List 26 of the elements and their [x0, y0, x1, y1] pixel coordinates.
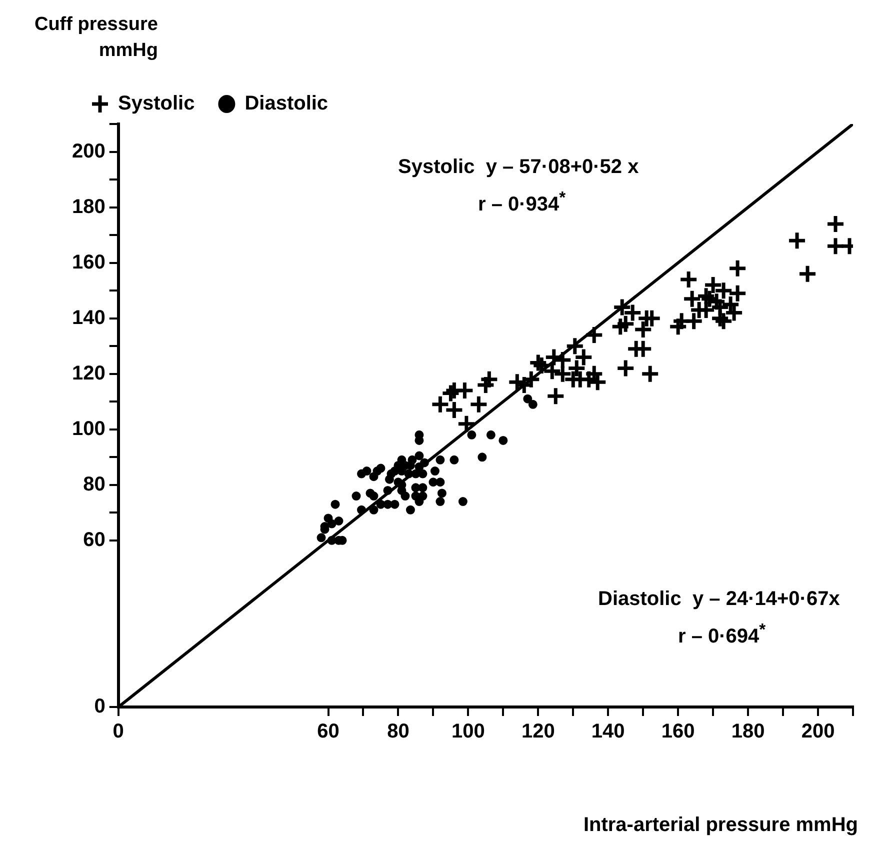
y-axis-title: Cuff pressure mmHg [33, 13, 158, 63]
x-tick-label: 0 [112, 720, 124, 743]
y-tick-label: 180 [72, 196, 106, 218]
x-tick-label: 120 [521, 720, 555, 743]
legend-label: Systolic [118, 92, 195, 115]
y-tick-label: 0 [94, 696, 106, 718]
x-tick-label: 160 [661, 720, 695, 743]
annotation: Systolic y – 57·08+0·52 x [398, 156, 639, 179]
y-tick-label: 100 [72, 418, 106, 440]
y-tick-label: 160 [72, 251, 106, 274]
annotation: r – 0·934$^{*}$ [478, 188, 566, 217]
x-tick-label: 60 [317, 720, 340, 743]
y-tick-label: 80 [83, 473, 106, 496]
y-tick-label: 200 [72, 140, 106, 162]
y-tick-label: 60 [83, 528, 106, 551]
y-tick-label: 120 [72, 362, 106, 384]
x-tick-label: 140 [591, 720, 625, 743]
annotation: Diastolic y – 24·14+0·67x [598, 588, 840, 611]
x-tick-label: 100 [452, 720, 485, 743]
x-tick-label: 80 [387, 720, 410, 743]
x-axis-title: Intra-arterial pressure mmHg [583, 814, 858, 837]
x-tick-label: 200 [801, 720, 835, 743]
y-tick-label: 140 [72, 306, 106, 329]
annotation: r – 0·694$^{*}$ [678, 620, 766, 649]
legend-label: Diastolic [244, 92, 328, 115]
x-tick-label: 180 [731, 720, 765, 743]
